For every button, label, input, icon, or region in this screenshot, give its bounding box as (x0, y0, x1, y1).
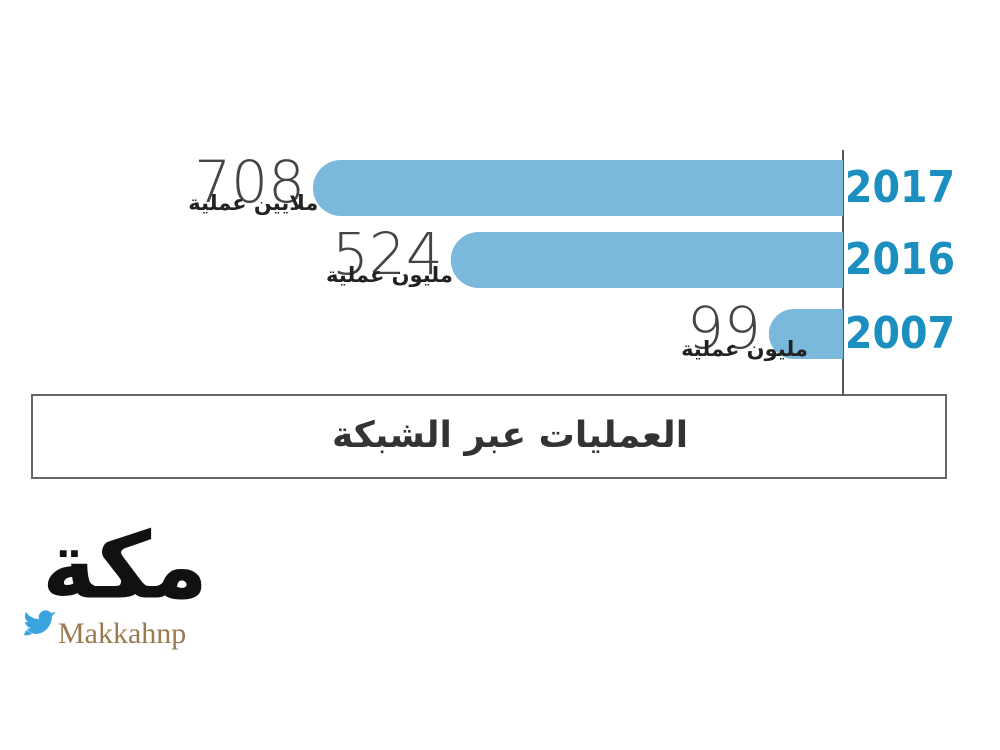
twitter-icon (24, 610, 56, 636)
value-unit: ملايين عملية (188, 191, 318, 215)
category-label: 2007 (845, 308, 955, 359)
logo-handle: Makkahnp (58, 617, 186, 650)
bar (768, 309, 843, 359)
bar (313, 160, 843, 216)
category-label: 2017 (845, 162, 955, 213)
logo-name: مكة (42, 512, 208, 619)
value-unit: مليون عملية (326, 263, 453, 287)
value-label: 524 (332, 220, 443, 288)
value-unit: مليون عملية (681, 337, 808, 361)
title-box (31, 394, 947, 479)
chart-title: العمليات عبر الشبكة (332, 415, 688, 456)
value-label: 99 (687, 294, 761, 362)
bar (450, 232, 843, 289)
category-label: 2016 (845, 234, 955, 285)
value-label: 708 (194, 148, 305, 216)
